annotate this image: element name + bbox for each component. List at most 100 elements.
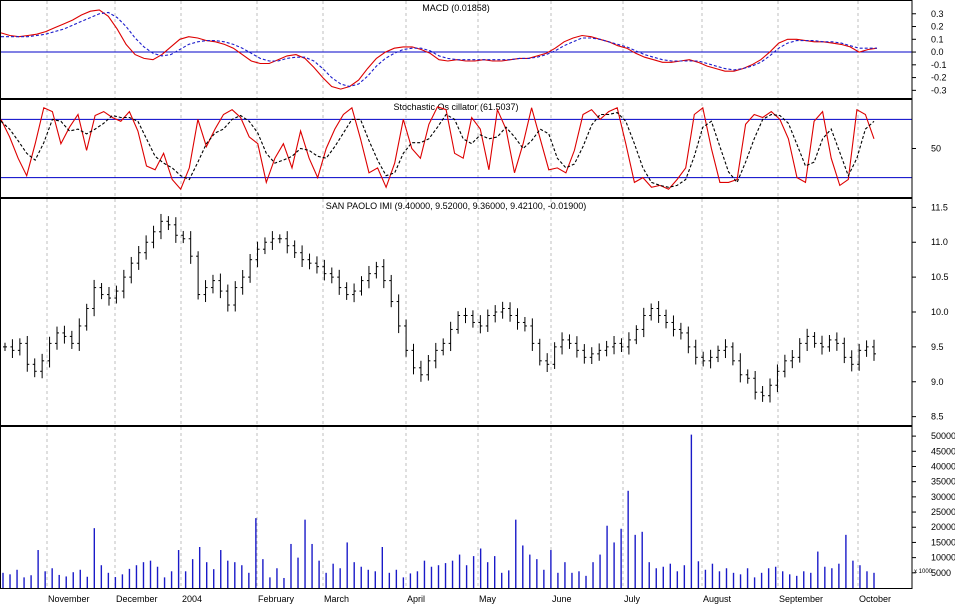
price-tick-label-5: 9.0: [931, 377, 944, 387]
panel-frame-2: [0, 198, 913, 426]
macd-tick-label-0: 0.3: [931, 9, 944, 19]
volume-unit-label: x 1000: [914, 569, 933, 575]
price-bar: [790, 350, 795, 369]
price-bar: [738, 353, 743, 383]
macd-tick-label-3: 0.0: [931, 47, 944, 57]
price-bar: [448, 321, 453, 352]
price-bar: [701, 351, 706, 367]
x-axis-label-2: 2004: [182, 594, 202, 604]
price-bar: [693, 339, 698, 365]
stochastic-panel: Stochastic Os cillator (61.5037) 50: [0, 102, 941, 191]
price-bar: [634, 325, 639, 345]
price-bar: [262, 237, 267, 255]
price-bar: [849, 350, 854, 372]
panel-frame-1: [0, 99, 913, 198]
volume-tick-label-6: 20000: [931, 522, 955, 532]
price-bar: [181, 230, 186, 244]
volume-tick-label-3: 35000: [931, 477, 955, 487]
x-axis-labels: November December 2004 February March April Ma…: [48, 594, 891, 604]
price-bar: [864, 340, 869, 357]
price-bar: [32, 358, 37, 378]
price-bar: [782, 354, 787, 378]
x-axis-label-6: May: [479, 594, 497, 604]
price-bar: [411, 343, 416, 375]
x-axis-label-9: August: [703, 594, 732, 604]
price-tick-label-4: 9.5: [931, 342, 944, 352]
price-bar: [84, 303, 89, 331]
volume-panel: 50000 45000 40000 35000 30000 25000 20000 15000…: [2, 431, 955, 588]
price-bar: [129, 256, 134, 284]
macd-title: MACD (0.01858): [422, 3, 490, 13]
price-bar: [567, 334, 572, 349]
panel-frames: [0, 0, 913, 589]
price-bar: [768, 378, 773, 403]
price-bar: [92, 279, 97, 317]
price-bar: [144, 235, 149, 260]
price-bar: [166, 216, 171, 231]
macd-tick-label-4: -0.1: [931, 60, 947, 70]
price-bar: [54, 326, 59, 350]
price-bar: [329, 267, 334, 284]
price-bar: [597, 343, 602, 361]
price-bar: [47, 336, 52, 368]
price-bar: [664, 309, 669, 329]
volume-tick-label-7: 15000: [931, 537, 955, 547]
price-bar: [40, 353, 45, 379]
price-bar: [723, 339, 728, 359]
price-bar: [545, 353, 550, 372]
price-bar: [196, 251, 201, 300]
price-bar: [671, 315, 676, 337]
x-axis-label-11: October: [859, 594, 891, 604]
price-tick-label-3: 10.0: [931, 307, 949, 317]
x-axis-label-5: April: [407, 594, 425, 604]
price-panel: SAN PAOLO IMI (9.40000, 9.52000, 9.36000…: [3, 201, 949, 422]
price-bar: [240, 270, 245, 295]
price-bar: [344, 282, 349, 300]
price-bar: [433, 342, 438, 369]
price-bar: [589, 347, 594, 364]
price-bar: [292, 240, 297, 259]
price-bar: [834, 332, 839, 351]
stochastic-series: [0, 106, 875, 191]
price-bar: [753, 370, 758, 400]
x-axis-label-0: November: [48, 594, 90, 604]
price-bar: [493, 305, 498, 323]
price-bar: [322, 259, 327, 281]
price-bar: [396, 294, 401, 334]
price-bars: [3, 213, 876, 403]
price-bar: [716, 345, 721, 363]
price-bar: [203, 280, 208, 303]
price-bar: [255, 241, 260, 268]
price-bar: [151, 225, 156, 249]
price-bar: [374, 261, 379, 279]
volume-tick-label-4: 30000: [931, 492, 955, 502]
grid-layer: [46, 1, 859, 588]
x-axis-label-3: February: [258, 594, 295, 604]
price-title: SAN PAOLO IMI (9.40000, 9.52000, 9.36000…: [326, 201, 587, 211]
price-bar: [649, 303, 654, 321]
macd-series-0: [0, 9, 878, 90]
price-bar: [314, 256, 319, 274]
price-bar: [656, 301, 661, 323]
price-bar: [574, 336, 579, 358]
x-axis-label-4: March: [324, 594, 349, 604]
price-bar: [463, 307, 468, 324]
volume-axis: 50000 45000 40000 35000 30000 25000 20000 15000…: [912, 431, 955, 578]
price-bar: [277, 234, 282, 244]
price-bar: [515, 308, 520, 330]
price-bar: [173, 217, 178, 243]
x-axis-label-8: July: [624, 594, 641, 604]
price-bar: [114, 285, 119, 304]
price-bar: [441, 338, 446, 356]
price-bar: [77, 318, 82, 351]
panel-frame-3: [0, 426, 913, 589]
price-bar: [285, 231, 290, 254]
volume-tick-label-2: 40000: [931, 461, 955, 471]
volume-tick-label-0: 50000: [931, 431, 955, 441]
price-bar: [708, 349, 713, 369]
price-bar: [404, 319, 409, 357]
price-bar: [17, 338, 22, 356]
volume-tick-label-5: 25000: [931, 507, 955, 517]
stochastic-reference-lines: [1, 118, 912, 179]
price-bar: [678, 322, 683, 340]
